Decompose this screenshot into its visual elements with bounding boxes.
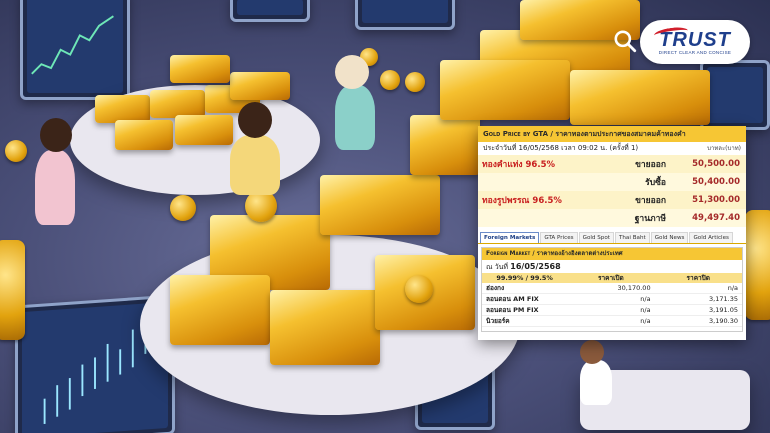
price-name [478, 173, 610, 191]
gold-price-header-suffix: / ราคาทองตามประกาศของสมาคมค้าทองคำ [548, 130, 686, 138]
tab-gta-prices[interactable]: GTA Prices [540, 232, 578, 243]
column-header: ราคาปิด [654, 273, 742, 283]
foreign-market-date: ณ วันที่ 16/05/2568 [482, 260, 742, 273]
market-name: ฮ่องกง [486, 284, 505, 292]
search-button[interactable] [612, 28, 638, 54]
market-name: นิวยอร์ค [486, 317, 510, 325]
gold-bar [95, 95, 150, 123]
open-price: n/a [640, 295, 651, 303]
gold-coin [170, 195, 196, 221]
gold-price-table: ทองคำแท่ง 96.5% ขายออก 50,500.00 รับซื้อ… [478, 155, 746, 227]
gold-bar [115, 120, 173, 150]
close-price: 3,171.35 [709, 295, 738, 303]
gold-bar-large [410, 115, 480, 175]
gold-bar [175, 115, 233, 145]
figure-head [335, 55, 369, 89]
trust-logo[interactable]: TRUST DIRECT CLEAR AND CONCISE [640, 20, 750, 64]
foreign-market-box: Foreign Market / ราคาทองอ้างอิงตลาดต่างป… [481, 247, 743, 332]
gold-price-widget: Gold Price by GTA / ราคาทองตามประกาศของส… [478, 126, 746, 340]
logo-tagline: DIRECT CLEAR AND CONCISE [658, 49, 732, 55]
figure-woman-left [35, 150, 75, 225]
logo-text: TRUST [659, 28, 731, 51]
search-icon [614, 30, 637, 53]
figure-man-center [335, 85, 375, 150]
close-price: 3,191.05 [709, 306, 738, 314]
coin-stack [745, 210, 770, 320]
gold-coin [405, 275, 433, 303]
ceiling-monitor [230, 0, 310, 22]
market-tabs: Foreign Markets GTA Prices Gold Spot Tha… [478, 232, 746, 244]
figure-head [238, 102, 272, 138]
foreign-market-table: 99.99% / 99.5% ราคาเปิด ราคาปิด ฮ่องกง 3… [482, 273, 742, 327]
gold-bar [170, 55, 230, 83]
table-header-row: 99.99% / 99.5% ราคาเปิด ราคาปิด [482, 273, 742, 283]
gold-bar [230, 72, 290, 100]
figure-woman-center [230, 135, 280, 195]
gold-bar-large [440, 60, 570, 120]
price-row: ทองคำแท่ง 96.5% ขายออก 50,500.00 [478, 155, 746, 173]
open-price: n/a [640, 306, 651, 314]
price-value: 50,500.00 [692, 159, 740, 169]
gold-bar-large [270, 290, 380, 365]
price-row: รับซื้อ 50,400.00 [478, 173, 746, 191]
gold-bar-large [320, 175, 440, 235]
price-row: ทองรูปพรรณ 96.5% ขายออก 51,300.00 [478, 191, 746, 209]
column-header: ราคาเปิด [567, 273, 655, 283]
price-label: ฐานภาษี [634, 214, 666, 224]
gold-coin [245, 190, 277, 222]
gold-price-dateline: ประจำวันที่ 16/05/2568 เวลา 09:02 น. (คร… [478, 142, 746, 155]
gold-bar [150, 90, 205, 118]
gold-price-header: Gold Price by GTA / ราคาทองตามประกาศของส… [478, 126, 746, 142]
gold-price-unit: บาทละ(บาท) [707, 145, 741, 152]
price-name: ทองรูปพรรณ 96.5% [482, 196, 562, 206]
gold-coin [380, 70, 400, 90]
gold-coin [405, 72, 425, 92]
gold-price-header-prefix: Gold Price by GTA [483, 130, 548, 138]
open-price: 30,170.00 [617, 284, 651, 292]
price-name: ทองคำแท่ง 96.5% [482, 160, 555, 170]
ceiling-monitor-2 [355, 0, 455, 30]
table-row: นิวยอร์ค n/a 3,190.30 [482, 316, 742, 327]
figure-head [40, 118, 72, 152]
coin-stack [0, 240, 25, 340]
price-value: 51,300.00 [692, 195, 740, 205]
table-row: ลอนดอน PM FIX n/a 3,191.05 [482, 305, 742, 316]
market-name: ลอนดอน AM FIX [486, 295, 539, 303]
table-row: ลอนดอน AM FIX n/a 3,171.35 [482, 294, 742, 305]
price-value: 50,400.00 [692, 177, 740, 187]
tab-foreign-markets[interactable]: Foreign Markets [480, 232, 540, 243]
foreign-market-header: Foreign Market / ราคาทองอ้างอิงตลาดต่างป… [482, 248, 742, 260]
open-price: n/a [640, 317, 651, 325]
tab-gold-spot[interactable]: Gold Spot [578, 232, 614, 243]
tab-gold-news[interactable]: Gold News [650, 232, 689, 243]
tab-gold-articles[interactable]: Gold Articles [689, 232, 733, 243]
price-name [478, 209, 610, 227]
price-label: รับซื้อ [645, 178, 666, 188]
foreign-market-header-prefix: Foreign Market [486, 250, 531, 257]
market-name: ลอนดอน PM FIX [486, 306, 539, 314]
tab-thai-baht[interactable]: Thai Baht [614, 232, 650, 243]
column-header: 99.99% / 99.5% [482, 273, 568, 283]
gold-price-date: ประจำวันที่ 16/05/2568 เวลา 09:02 น. (คร… [483, 144, 639, 152]
close-price: n/a [727, 284, 738, 292]
wall-monitor [700, 60, 770, 130]
price-value: 49,497.40 [692, 213, 740, 223]
stock-chart-monitor [20, 0, 130, 100]
close-price: 3,190.30 [709, 317, 738, 325]
price-row: ฐานภาษี 49,497.40 [478, 209, 746, 227]
gold-coin [5, 140, 27, 162]
foreign-market-date-value: 16/05/2568 [510, 262, 561, 271]
gold-bar-large [570, 70, 710, 125]
price-label: ขายออก [635, 196, 666, 206]
price-label: ขายออก [635, 160, 666, 170]
gold-bar-large [170, 275, 270, 345]
figure-head [580, 340, 604, 364]
table-row: ฮ่องกง 30,170.00 n/a [482, 283, 742, 294]
figure-bottom-right [580, 360, 612, 405]
foreign-market-header-suffix: / ราคาทองอ้างอิงตลาดต่างประเทศ [530, 250, 623, 257]
foreign-market-date-label: ณ วันที่ [486, 263, 509, 271]
